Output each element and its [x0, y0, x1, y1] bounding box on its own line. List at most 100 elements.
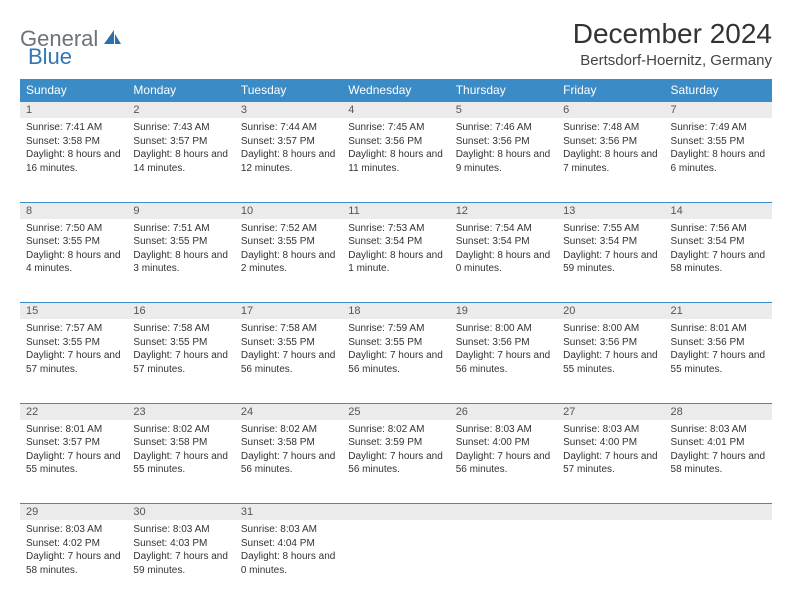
weekday-header: Sunday: [20, 79, 127, 102]
sunset-text: Sunset: 3:55 PM: [671, 135, 766, 149]
month-title: December 2024: [573, 18, 772, 50]
day-cell: Sunrise: 7:54 AMSunset: 3:54 PMDaylight:…: [450, 219, 557, 303]
calendar-body: 1234567Sunrise: 7:41 AMSunset: 3:58 PMDa…: [20, 102, 772, 605]
daylight-text: Daylight: 8 hours and 7 minutes.: [563, 148, 658, 175]
daylight-text: Daylight: 7 hours and 55 minutes.: [563, 349, 658, 376]
sunset-text: Sunset: 3:57 PM: [241, 135, 336, 149]
day-number: [450, 504, 557, 521]
sunset-text: Sunset: 3:56 PM: [671, 336, 766, 350]
sunrise-text: Sunrise: 8:03 AM: [456, 423, 551, 437]
day-number: 17: [235, 303, 342, 320]
day-number: 9: [127, 202, 234, 219]
day-number-row: 293031: [20, 504, 772, 521]
sunrise-text: Sunrise: 7:58 AM: [133, 322, 228, 336]
weekday-header: Thursday: [450, 79, 557, 102]
weekday-header: Friday: [557, 79, 664, 102]
daylight-text: Daylight: 7 hours and 55 minutes.: [26, 450, 121, 477]
sunset-text: Sunset: 3:55 PM: [241, 336, 336, 350]
sunrise-text: Sunrise: 7:52 AM: [241, 222, 336, 236]
sunrise-text: Sunrise: 8:03 AM: [563, 423, 658, 437]
day-cell: Sunrise: 8:03 AMSunset: 4:04 PMDaylight:…: [235, 520, 342, 604]
daylight-text: Daylight: 7 hours and 56 minutes.: [241, 349, 336, 376]
weekday-header: Saturday: [665, 79, 772, 102]
sunrise-text: Sunrise: 8:00 AM: [456, 322, 551, 336]
sunrise-text: Sunrise: 7:45 AM: [348, 121, 443, 135]
sunset-text: Sunset: 3:55 PM: [241, 235, 336, 249]
daylight-text: Daylight: 7 hours and 55 minutes.: [671, 349, 766, 376]
daylight-text: Daylight: 8 hours and 3 minutes.: [133, 249, 228, 276]
sunrise-text: Sunrise: 7:51 AM: [133, 222, 228, 236]
day-cell: Sunrise: 8:01 AMSunset: 3:56 PMDaylight:…: [665, 319, 772, 403]
day-cell: Sunrise: 7:58 AMSunset: 3:55 PMDaylight:…: [127, 319, 234, 403]
sunrise-text: Sunrise: 7:46 AM: [456, 121, 551, 135]
day-cell: Sunrise: 7:51 AMSunset: 3:55 PMDaylight:…: [127, 219, 234, 303]
sunrise-text: Sunrise: 7:44 AM: [241, 121, 336, 135]
day-number: 23: [127, 403, 234, 420]
sunrise-text: Sunrise: 8:03 AM: [26, 523, 121, 537]
day-number-row: 1234567: [20, 102, 772, 119]
sunrise-text: Sunrise: 7:57 AM: [26, 322, 121, 336]
day-cell: Sunrise: 7:59 AMSunset: 3:55 PMDaylight:…: [342, 319, 449, 403]
daylight-text: Daylight: 8 hours and 4 minutes.: [26, 249, 121, 276]
sunrise-text: Sunrise: 8:00 AM: [563, 322, 658, 336]
day-number: [342, 504, 449, 521]
daylight-text: Daylight: 8 hours and 1 minute.: [348, 249, 443, 276]
sunset-text: Sunset: 3:54 PM: [456, 235, 551, 249]
daylight-text: Daylight: 7 hours and 57 minutes.: [563, 450, 658, 477]
day-cell: Sunrise: 7:53 AMSunset: 3:54 PMDaylight:…: [342, 219, 449, 303]
daylight-text: Daylight: 8 hours and 11 minutes.: [348, 148, 443, 175]
sunrise-text: Sunrise: 7:48 AM: [563, 121, 658, 135]
day-cell: Sunrise: 8:02 AMSunset: 3:58 PMDaylight:…: [235, 420, 342, 504]
day-cell: Sunrise: 8:03 AMSunset: 4:01 PMDaylight:…: [665, 420, 772, 504]
sunset-text: Sunset: 3:56 PM: [563, 336, 658, 350]
daylight-text: Daylight: 7 hours and 58 minutes.: [671, 249, 766, 276]
day-number: 3: [235, 102, 342, 119]
sunset-text: Sunset: 4:00 PM: [563, 436, 658, 450]
daylight-text: Daylight: 7 hours and 57 minutes.: [133, 349, 228, 376]
daylight-text: Daylight: 8 hours and 16 minutes.: [26, 148, 121, 175]
day-cell: Sunrise: 7:52 AMSunset: 3:55 PMDaylight:…: [235, 219, 342, 303]
daylight-text: Daylight: 7 hours and 56 minutes.: [348, 349, 443, 376]
sunset-text: Sunset: 3:54 PM: [348, 235, 443, 249]
day-number: 24: [235, 403, 342, 420]
day-cell: [665, 520, 772, 604]
sunrise-text: Sunrise: 8:02 AM: [348, 423, 443, 437]
day-number: 7: [665, 102, 772, 119]
day-number-row: 22232425262728: [20, 403, 772, 420]
day-number: [665, 504, 772, 521]
daylight-text: Daylight: 7 hours and 56 minutes.: [456, 450, 551, 477]
day-content-row: Sunrise: 7:57 AMSunset: 3:55 PMDaylight:…: [20, 319, 772, 403]
day-cell: Sunrise: 8:01 AMSunset: 3:57 PMDaylight:…: [20, 420, 127, 504]
sunrise-text: Sunrise: 8:01 AM: [671, 322, 766, 336]
day-cell: Sunrise: 7:48 AMSunset: 3:56 PMDaylight:…: [557, 118, 664, 202]
daylight-text: Daylight: 8 hours and 9 minutes.: [456, 148, 551, 175]
sunrise-text: Sunrise: 8:03 AM: [133, 523, 228, 537]
day-number: 26: [450, 403, 557, 420]
day-number: 20: [557, 303, 664, 320]
day-number: 31: [235, 504, 342, 521]
day-content-row: Sunrise: 7:41 AMSunset: 3:58 PMDaylight:…: [20, 118, 772, 202]
sunrise-text: Sunrise: 7:41 AM: [26, 121, 121, 135]
sunset-text: Sunset: 3:54 PM: [563, 235, 658, 249]
day-number: 13: [557, 202, 664, 219]
weekday-header: Tuesday: [235, 79, 342, 102]
sunrise-text: Sunrise: 7:50 AM: [26, 222, 121, 236]
sunset-text: Sunset: 3:54 PM: [671, 235, 766, 249]
day-cell: [557, 520, 664, 604]
day-cell: Sunrise: 8:03 AMSunset: 4:03 PMDaylight:…: [127, 520, 234, 604]
day-number: 5: [450, 102, 557, 119]
day-number: 18: [342, 303, 449, 320]
day-number-row: 891011121314: [20, 202, 772, 219]
sunrise-text: Sunrise: 7:49 AM: [671, 121, 766, 135]
sunset-text: Sunset: 3:58 PM: [133, 436, 228, 450]
sunset-text: Sunset: 4:00 PM: [456, 436, 551, 450]
day-number: 4: [342, 102, 449, 119]
sunset-text: Sunset: 3:57 PM: [133, 135, 228, 149]
sunset-text: Sunset: 3:56 PM: [563, 135, 658, 149]
sunset-text: Sunset: 3:56 PM: [456, 336, 551, 350]
sunrise-text: Sunrise: 7:53 AM: [348, 222, 443, 236]
day-number: 30: [127, 504, 234, 521]
day-content-row: Sunrise: 8:03 AMSunset: 4:02 PMDaylight:…: [20, 520, 772, 604]
day-number: 12: [450, 202, 557, 219]
day-number: 29: [20, 504, 127, 521]
